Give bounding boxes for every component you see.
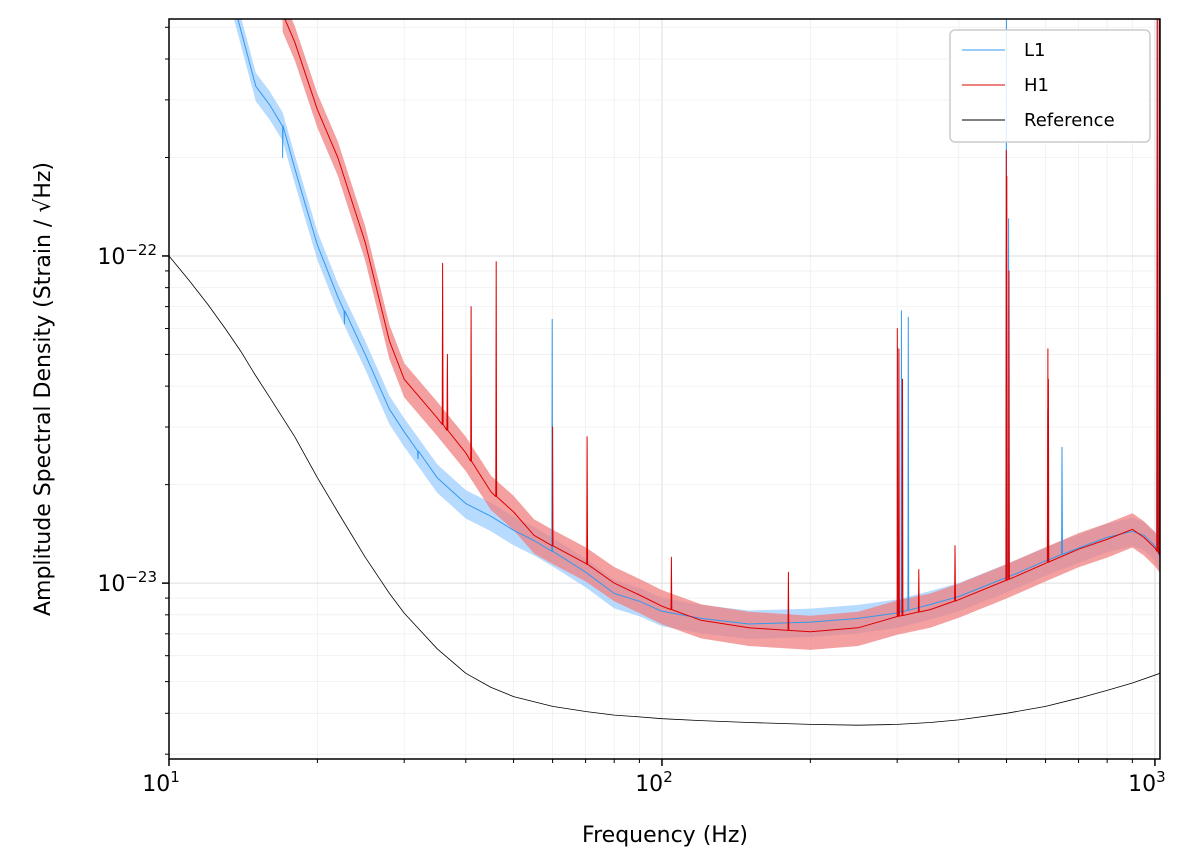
x-tick-exponent: 2 [663, 768, 673, 786]
y-tick-base: 10 [97, 245, 125, 270]
h1-line [284, 19, 1160, 633]
y-axis-title: Amplitude Spectral Density (Strain / √Hz… [31, 162, 56, 616]
plot-frame [168, 18, 1161, 760]
y-tick-label: 10−23 [97, 568, 157, 597]
y-tick-exponent: −22 [125, 241, 157, 259]
x-tick-exponent: 3 [1156, 768, 1166, 786]
legend-label-h1: H1 [1024, 75, 1049, 96]
series-lines [169, 19, 1160, 726]
x-tick-label: 103 [1128, 768, 1166, 797]
x-tick-base: 10 [142, 772, 170, 797]
x-tick-base: 10 [635, 772, 663, 797]
h1-band [282, 19, 1160, 650]
legend-box [949, 29, 1151, 143]
y-tick-label: 10−22 [97, 241, 157, 270]
x-tick-label: 101 [142, 768, 180, 797]
uncertainty-bands [233, 19, 1160, 650]
legend-label-reference: Reference [1024, 110, 1115, 131]
x-tick-base: 10 [1128, 772, 1156, 797]
x-axis-title: Frequency (Hz) [582, 823, 748, 848]
legend-label-l1: L1 [1024, 40, 1045, 61]
l1-line [237, 19, 1160, 625]
y-tick-exponent: −23 [125, 568, 157, 586]
reference-line [169, 255, 1160, 726]
x-tick-exponent: 1 [170, 768, 180, 786]
legend: L1 H1 Reference [949, 29, 1151, 143]
y-tick-base: 10 [97, 572, 125, 597]
x-tick-label: 102 [635, 768, 673, 797]
